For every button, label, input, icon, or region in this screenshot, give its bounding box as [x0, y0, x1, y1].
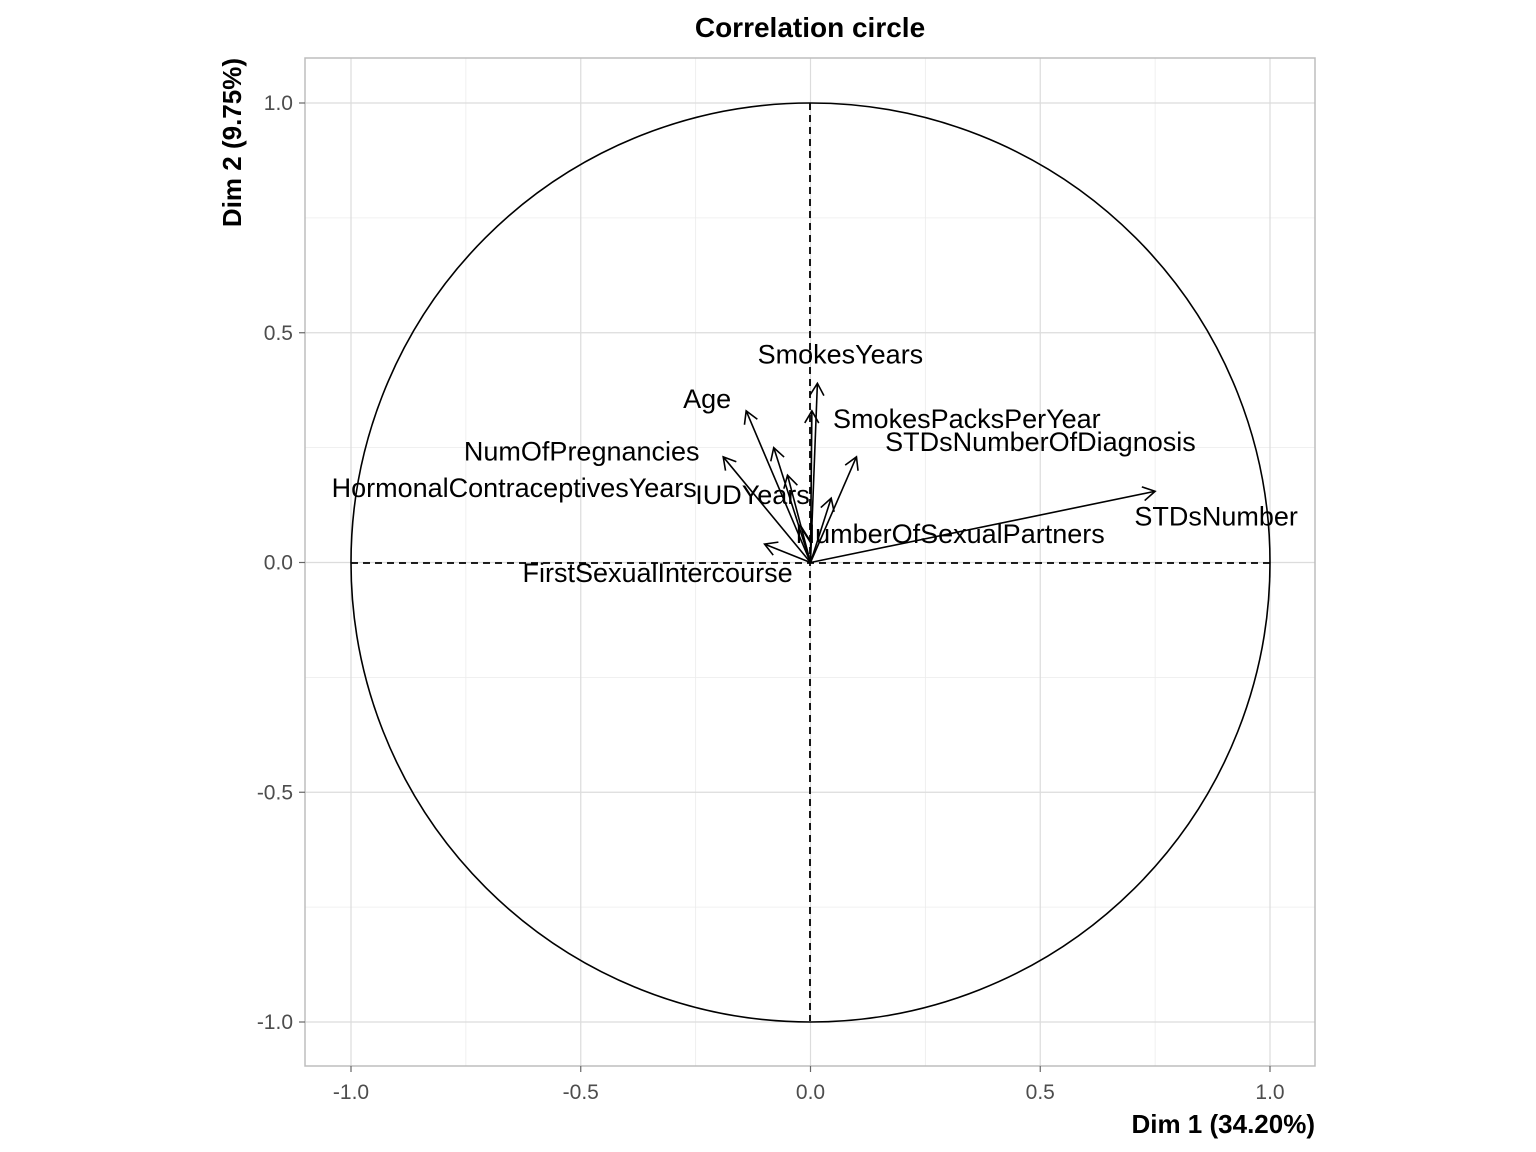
label-num-of-pregnancies: NumOfPregnancies [464, 437, 700, 467]
x-tick-label: 1.0 [1255, 1081, 1284, 1104]
vector-shaft [745, 410, 812, 563]
vector-arrowhead [763, 541, 779, 556]
vector-shaft [772, 447, 812, 563]
y-axis-title: Dim 2 (9.75%) [217, 58, 247, 227]
vector-arrowhead [722, 455, 737, 471]
vector-shaft [810, 490, 1156, 564]
unit-circle [350, 102, 1271, 1023]
label-first-sexual-intercourse: FirstSexualIntercourse [522, 558, 792, 588]
label-smokes-packs-per-year: SmokesPacksPerYear [833, 404, 1101, 434]
vector-stds-number [810, 486, 1157, 564]
y-tick-label: 1.0 [264, 92, 293, 115]
y-tick-label: 0.0 [264, 552, 293, 575]
vector-arrowhead [804, 409, 820, 424]
vector-smokes-years [809, 381, 825, 563]
x-tick-label: -0.5 [563, 1081, 599, 1104]
x-tick-label: -1.0 [333, 1081, 369, 1104]
label-smokes-years: SmokesYears [758, 339, 924, 369]
y-tick-label: -1.0 [257, 1011, 293, 1034]
x-axis-title: Dim 1 (34.20%) [1131, 1109, 1315, 1139]
vector-shaft [809, 410, 813, 563]
vector-arrowhead [1141, 486, 1157, 502]
label-iudyears: IUDYears [695, 480, 810, 510]
vector-shaft [809, 497, 832, 563]
label-age: Age [683, 384, 731, 414]
vector-shaft [786, 474, 812, 563]
vector-num-of-pregnancies [769, 446, 812, 563]
variable-labels: SmokesYears SmokesPacksPerYear Age NumOfPre… [332, 339, 1298, 588]
vector-arrowhead [769, 446, 785, 462]
vector-shaft [809, 383, 819, 563]
vector-hormonal-contraceptives-years [722, 455, 812, 564]
axis-ticks: -1.0 -0.5 0.0 0.5 1.0 -1.0 -0.5 0.0 0.5 1.0 [257, 92, 1285, 1104]
vector-first-sexual-intercourse [763, 541, 811, 564]
chart-title: Correlation circle [695, 12, 925, 43]
label-stds-number: STDsNumber [1134, 501, 1298, 531]
vector-arrowhead [783, 473, 798, 489]
x-tick-label: 0.5 [1026, 1081, 1055, 1104]
y-tick-label: -0.5 [257, 781, 293, 804]
vector-shaft [764, 543, 811, 564]
vector-smokes-packs-per-year [804, 409, 820, 563]
vector-arrowhead [844, 455, 859, 471]
vector-arrowhead [820, 496, 835, 513]
y-tick-label: 0.5 [264, 322, 293, 345]
vector-arrowhead [743, 409, 758, 425]
label-stds-number-of-diagnosis: STDsNumberOfDiagnosis [885, 427, 1196, 457]
vector-arrowhead [809, 381, 825, 397]
label-hormonal-contraceptives-years: HormonalContraceptivesYears [332, 473, 697, 503]
vector-age [743, 409, 812, 563]
vector-shaft [722, 456, 812, 564]
variable-vectors [722, 381, 1157, 564]
vector-number-of-sexual-partners [809, 496, 835, 563]
label-number-of-sexual-partners: NumberOfSexualPartners [796, 519, 1105, 549]
x-tick-label: 0.0 [796, 1081, 825, 1104]
vector-iudyears [783, 473, 812, 563]
